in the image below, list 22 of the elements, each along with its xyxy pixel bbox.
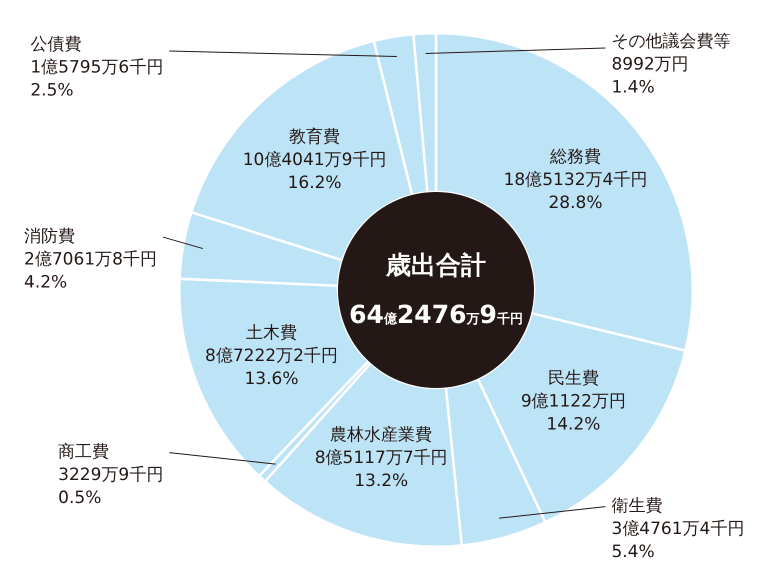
slice-label: 教育費	[289, 127, 340, 148]
slice-label: 衛生費	[611, 496, 662, 516]
data-label: 1億5795万6千円 2.5%	[30, 57, 164, 100]
data-label: 9億1122万円 14.2%	[520, 392, 626, 435]
slice-label: その他議会費等	[611, 31, 730, 52]
data-label: 8億7222万2千円 13.6%	[205, 346, 338, 389]
slice-label: 総務費	[548, 146, 601, 167]
data-label: 8億5117万7千円 13.2%	[314, 448, 448, 492]
slice-label: 公債費	[30, 34, 82, 54]
data-label: 10億4041万9千円 16.2%	[242, 150, 386, 194]
slice-label: 土木費	[246, 322, 297, 343]
slice-label: 商工費	[58, 442, 110, 462]
data-label: 3229万9千円 0.5%	[58, 465, 164, 508]
data-label: 8992万円 1.4%	[611, 54, 689, 98]
slice-label: 民生費	[548, 368, 599, 389]
data-label: 18億5132万4千円 28.8%	[504, 170, 648, 213]
text: 64億2476万9千円	[349, 300, 523, 329]
slice-label: 農林水産業費	[330, 425, 432, 446]
data-label: 3億4761万4千円 5.4%	[611, 519, 744, 562]
slice-label: 消防費	[24, 226, 76, 246]
data-label: 2億7061万8千円 4.2%	[24, 249, 157, 292]
text: 歳出合計	[385, 250, 486, 280]
